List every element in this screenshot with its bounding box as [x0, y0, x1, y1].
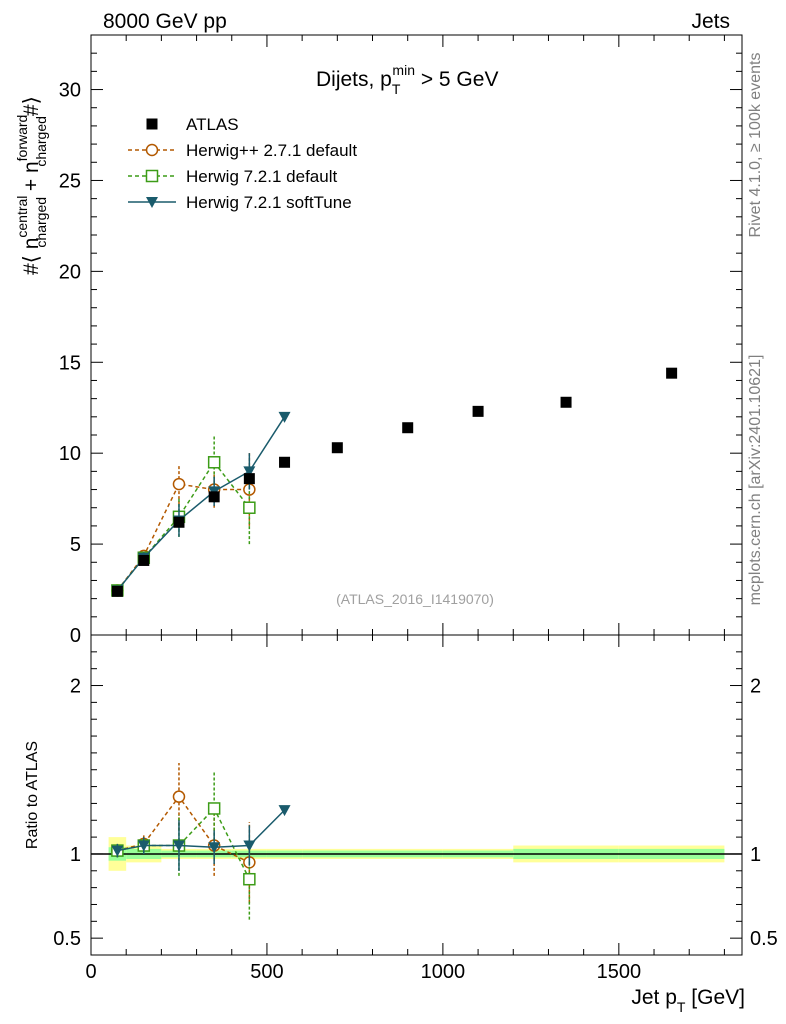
y-tick-label: 30 [59, 80, 81, 102]
ratio-axis-label: Ratio to ATLAS [24, 741, 41, 849]
y-tick-label: 0 [70, 625, 81, 647]
data-point-atlas [331, 442, 343, 454]
data-point-atlas [666, 367, 678, 379]
header-left: 8000 GeV pp [103, 10, 227, 33]
ratio-series [111, 763, 291, 920]
series-line-ratio [117, 809, 286, 852]
legend-label: ATLAS [186, 115, 239, 134]
axis-ticks: 0 500 1000 1500 0 5 10 15 20 25 30 0.5 0.5 1 1 2 2 [53, 34, 778, 983]
y-tick-label: 25 [59, 170, 81, 192]
data-point-atlas [472, 405, 484, 417]
data-point-atlas [402, 422, 414, 434]
ratio-panel-frame [90, 634, 743, 956]
ratio-point [137, 840, 150, 852]
header-right: Jets [691, 10, 730, 33]
ratio-point [172, 840, 185, 852]
x-tick-label: 0 [85, 961, 96, 983]
data-point-atlas [111, 585, 123, 597]
legend: ATLAS Herwig++ 2.7.1 default Herwig 7.2.1 … [128, 115, 357, 212]
y-tick-label: 15 [59, 352, 81, 374]
legend-marker [145, 143, 159, 157]
ratio-point [172, 790, 186, 803]
data-point-atlas [243, 473, 255, 485]
y-tick-label: 5 [70, 534, 81, 556]
rivet-label: Rivet 4.1.0, ≥ 100k events [747, 53, 764, 238]
ratio-tick-label: 0.5 [53, 928, 81, 950]
data-point [243, 501, 256, 514]
y-axis-label: #⟨ ncentral charged + nforward charged#⟩ [14, 96, 49, 275]
legend-marker [146, 197, 158, 208]
ratio-point [207, 802, 221, 815]
data-point [243, 466, 256, 478]
legend-label: Herwig 7.2.1 softTune [186, 193, 352, 212]
series-line-main [116, 483, 250, 591]
data-point-atlas [279, 456, 291, 468]
ratio-tick-label-right: 1 [750, 844, 761, 866]
ratio-point [111, 845, 124, 857]
x-axis-label: Jet pT [GeV] [631, 986, 745, 1015]
data-point-atlas [173, 516, 185, 528]
data-point [207, 456, 221, 469]
main-series [111, 367, 678, 597]
ratio-point [278, 805, 291, 817]
legend-marker [146, 118, 158, 130]
mcplots-label: mcplots.cern.ch [arXiv:2401.10621] [747, 355, 764, 606]
ratio-tick-label: 1 [70, 844, 81, 866]
ratio-point [243, 872, 256, 886]
data-point [172, 477, 186, 491]
data-point-atlas [208, 491, 220, 503]
ratio-tick-label: 2 [70, 676, 81, 698]
data-point-atlas [560, 396, 572, 408]
ratio-point [208, 842, 221, 854]
data-point [278, 411, 291, 423]
y-tick-label: 10 [59, 443, 81, 465]
ratio-point [243, 840, 256, 852]
legend-label: Herwig++ 2.7.1 default [186, 141, 357, 160]
x-tick-label: 1500 [597, 961, 642, 983]
legend-label: Herwig 7.2.1 default [186, 167, 337, 186]
x-tick-label: 500 [250, 961, 283, 983]
y-tick-label: 20 [59, 261, 81, 283]
data-point-atlas [138, 554, 150, 566]
analysis-watermark: (ATLAS_2016_I1419070) [336, 591, 494, 607]
ratio-tick-label-right: 2 [750, 676, 761, 698]
x-tick-label: 1000 [421, 961, 466, 983]
chart-title: Dijets, pTmin > 5 GeV [316, 62, 498, 97]
legend-marker [145, 169, 159, 183]
ratio-tick-label-right: 0.5 [750, 928, 778, 950]
ratio-bands [91, 837, 742, 871]
